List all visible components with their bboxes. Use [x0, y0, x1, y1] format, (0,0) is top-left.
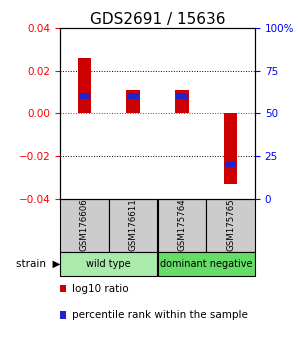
Bar: [77, 58, 91, 113]
Bar: [176, 93, 188, 99]
Bar: [224, 113, 238, 184]
Text: GSM175764: GSM175764: [177, 199, 186, 251]
Bar: [225, 161, 236, 167]
FancyBboxPatch shape: [158, 199, 206, 252]
Text: percentile rank within the sample: percentile rank within the sample: [72, 310, 248, 320]
Text: log10 ratio: log10 ratio: [72, 284, 129, 293]
FancyBboxPatch shape: [60, 199, 109, 252]
Bar: [126, 90, 140, 113]
Text: dominant negative: dominant negative: [160, 259, 253, 269]
FancyBboxPatch shape: [60, 252, 157, 276]
FancyBboxPatch shape: [109, 199, 157, 252]
Bar: [79, 93, 90, 99]
Text: strain  ▶: strain ▶: [16, 259, 61, 269]
FancyBboxPatch shape: [206, 199, 255, 252]
FancyBboxPatch shape: [158, 252, 255, 276]
Text: wild type: wild type: [86, 259, 131, 269]
Text: GSM176611: GSM176611: [129, 199, 138, 251]
Bar: [127, 93, 139, 99]
Bar: [175, 90, 189, 113]
Text: GSM175765: GSM175765: [226, 199, 235, 251]
Text: GSM176606: GSM176606: [80, 199, 89, 251]
Title: GDS2691 / 15636: GDS2691 / 15636: [90, 12, 225, 27]
